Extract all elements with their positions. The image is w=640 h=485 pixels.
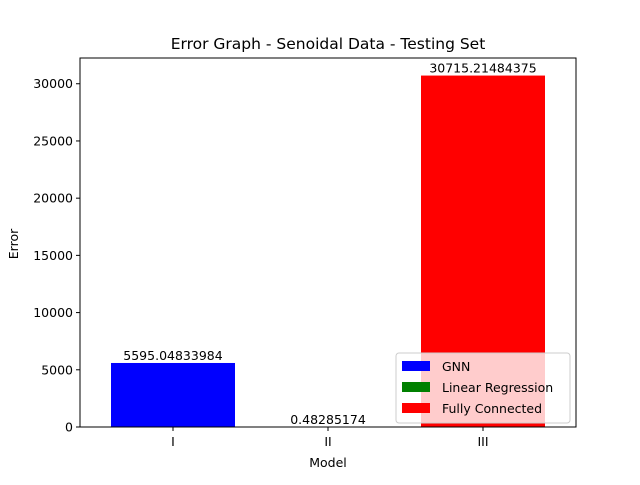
bar-value-label-I: 5595.04833984: [123, 348, 222, 363]
legend-label-II: Linear Regression: [442, 380, 553, 395]
legend-label-I: GNN: [442, 359, 470, 374]
x-tick-label-III: III: [477, 434, 488, 449]
bar-value-label-III: 30715.21484375: [429, 61, 536, 76]
y-axis-label: Error: [6, 228, 21, 259]
bar-I: [111, 363, 235, 427]
legend-swatch-III: [402, 403, 430, 413]
bar-value-label-II: 0.48285174: [290, 412, 366, 427]
y-tick-label: 10000: [33, 305, 73, 320]
legend-swatch-I: [402, 361, 430, 371]
chart-title: Error Graph - Senoidal Data - Testing Se…: [171, 35, 486, 53]
legend-label-III: Fully Connected: [442, 401, 542, 416]
legend: GNN Linear Regression Fully Connected: [396, 353, 570, 423]
y-tick-label: 5000: [41, 362, 73, 377]
y-tick-label: 25000: [33, 133, 73, 148]
y-tick-label: 15000: [33, 248, 73, 263]
y-tick-label: 0: [65, 420, 73, 435]
y-tick-label: 30000: [33, 76, 73, 91]
x-axis-label: Model: [309, 455, 347, 470]
y-tick-label: 20000: [33, 191, 73, 206]
x-tick-label-I: I: [171, 434, 175, 449]
legend-swatch-II: [402, 382, 430, 392]
x-tick-label-II: II: [324, 434, 331, 449]
